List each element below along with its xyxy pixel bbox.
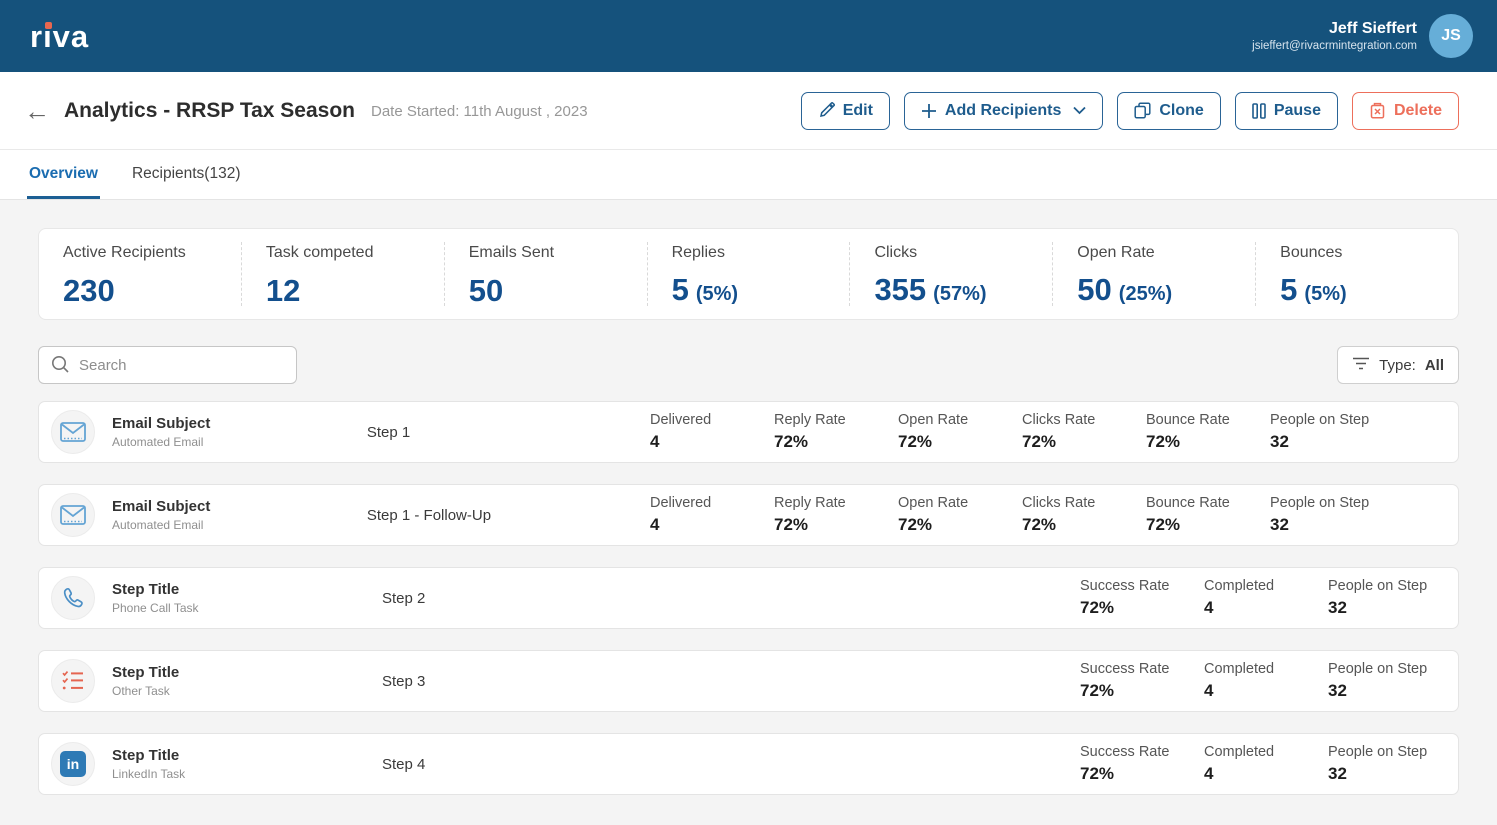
stats-summary-card: Active Recipients 230 Task competed 12 E… [38, 228, 1459, 320]
user-name: Jeff Sieffert [1252, 20, 1417, 38]
step-title: Step Title [112, 747, 382, 764]
edit-button[interactable]: Edit [801, 92, 890, 130]
tab-strip: Overview Recipients(132) [0, 150, 1497, 200]
step-type: Automated Email [112, 518, 367, 532]
metric-success-rate: Success Rate72% [1080, 578, 1204, 618]
metric-clicks-rate: Clicks Rate72% [1022, 495, 1146, 535]
step-row[interactable]: Email Subject Automated Email Step 1 Del… [38, 401, 1459, 463]
type-filter-value: All [1425, 357, 1444, 374]
stat-active-recipients: Active Recipients 230 [39, 242, 241, 306]
filter-icon [1352, 357, 1370, 374]
metric-reply-rate: Reply Rate72% [774, 412, 898, 452]
metric-people-on-step: People on Step32 [1328, 744, 1428, 784]
stat-open-rate: Open Rate 50 (25%) [1052, 242, 1255, 306]
tab-overview[interactable]: Overview [27, 150, 100, 199]
checklist-icon [51, 659, 95, 703]
page-title: Analytics - RRSP Tax Season [64, 99, 355, 123]
trash-icon [1369, 102, 1386, 119]
pause-button[interactable]: Pause [1235, 92, 1338, 130]
step-rows-list: Email Subject Automated Email Step 1 Del… [38, 401, 1459, 795]
stat-replies: Replies 5 (5%) [647, 242, 850, 306]
step-label: Step 2 [382, 590, 682, 607]
metric-people-on-step: People on Step32 [1328, 578, 1428, 618]
email-icon [51, 410, 95, 454]
metric-clicks-rate: Clicks Rate72% [1022, 412, 1146, 452]
metric-delivered: Delivered4 [650, 412, 774, 452]
metric-open-rate: Open Rate72% [898, 495, 1022, 535]
pause-icon [1252, 103, 1266, 119]
email-icon [51, 493, 95, 537]
linkedin-icon: in [51, 742, 95, 786]
add-recipients-button[interactable]: Add Recipients [904, 92, 1103, 130]
step-type: Other Task [112, 684, 382, 698]
step-type: Phone Call Task [112, 601, 382, 615]
riva-logo: riva [30, 21, 89, 52]
user-menu[interactable]: Jeff Sieffert jsieffert@rivacrmintegrati… [1252, 14, 1473, 58]
copy-icon [1134, 102, 1151, 119]
search-input[interactable] [38, 346, 297, 384]
step-title: Email Subject [112, 415, 367, 432]
tab-recipients-132-[interactable]: Recipients(132) [130, 150, 243, 199]
top-bar: riva Jeff Sieffert jsieffert@rivacrminte… [0, 0, 1497, 72]
metric-completed: Completed4 [1204, 661, 1328, 701]
metric-completed: Completed4 [1204, 578, 1328, 618]
action-buttons: Edit Add Recipients Clone Pause Delete [801, 92, 1459, 130]
step-title: Email Subject [112, 498, 367, 515]
plus-icon [921, 103, 937, 119]
metric-success-rate: Success Rate72% [1080, 744, 1204, 784]
avatar[interactable]: JS [1429, 14, 1473, 58]
title-bar: ← Analytics - RRSP Tax Season Date Start… [0, 72, 1497, 150]
step-type: Automated Email [112, 435, 367, 449]
metric-people-on-step: People on Step32 [1328, 661, 1428, 701]
step-type: LinkedIn Task [112, 767, 382, 781]
step-label: Step 1 [367, 424, 650, 441]
step-row[interactable]: Email Subject Automated Email Step 1 - F… [38, 484, 1459, 546]
metric-open-rate: Open Rate72% [898, 412, 1022, 452]
stat-bounces: Bounces 5 (5%) [1255, 242, 1458, 306]
step-title: Step Title [112, 664, 382, 681]
step-row[interactable]: in Step Title LinkedIn Task Step 4 Succe… [38, 733, 1459, 795]
clone-button[interactable]: Clone [1117, 92, 1220, 130]
user-email: jsieffert@rivacrmintegration.com [1252, 40, 1417, 52]
type-filter-button[interactable]: Type: All [1337, 346, 1459, 384]
step-row[interactable]: Step Title Phone Call Task Step 2 Succes… [38, 567, 1459, 629]
stat-emails-sent: Emails Sent 50 [444, 242, 647, 306]
search-box [38, 346, 297, 384]
stat-clicks: Clicks 355 (57%) [849, 242, 1052, 306]
search-icon [50, 354, 71, 380]
list-toolbar: Type: All [38, 346, 1459, 384]
metric-success-rate: Success Rate72% [1080, 661, 1204, 701]
step-row[interactable]: Step Title Other Task Step 3 Success Rat… [38, 650, 1459, 712]
delete-button[interactable]: Delete [1352, 92, 1459, 130]
back-arrow-icon[interactable]: ← [24, 98, 50, 124]
date-started: Date Started: 11th August , 2023 [371, 103, 588, 120]
metric-people-on-step: People on Step32 [1270, 412, 1394, 452]
step-label: Step 1 - Follow-Up [367, 507, 650, 524]
metric-bounce-rate: Bounce Rate72% [1146, 495, 1270, 535]
stat-task-competed: Task competed 12 [241, 242, 444, 306]
chevron-down-icon [1073, 106, 1086, 115]
metric-delivered: Delivered4 [650, 495, 774, 535]
metric-people-on-step: People on Step32 [1270, 495, 1394, 535]
phone-icon [51, 576, 95, 620]
step-label: Step 3 [382, 673, 682, 690]
step-title: Step Title [112, 581, 382, 598]
step-label: Step 4 [382, 756, 682, 773]
main-content: Active Recipients 230 Task competed 12 E… [0, 200, 1497, 795]
metric-completed: Completed4 [1204, 744, 1328, 784]
metric-reply-rate: Reply Rate72% [774, 495, 898, 535]
pencil-icon [818, 102, 835, 119]
metric-bounce-rate: Bounce Rate72% [1146, 412, 1270, 452]
